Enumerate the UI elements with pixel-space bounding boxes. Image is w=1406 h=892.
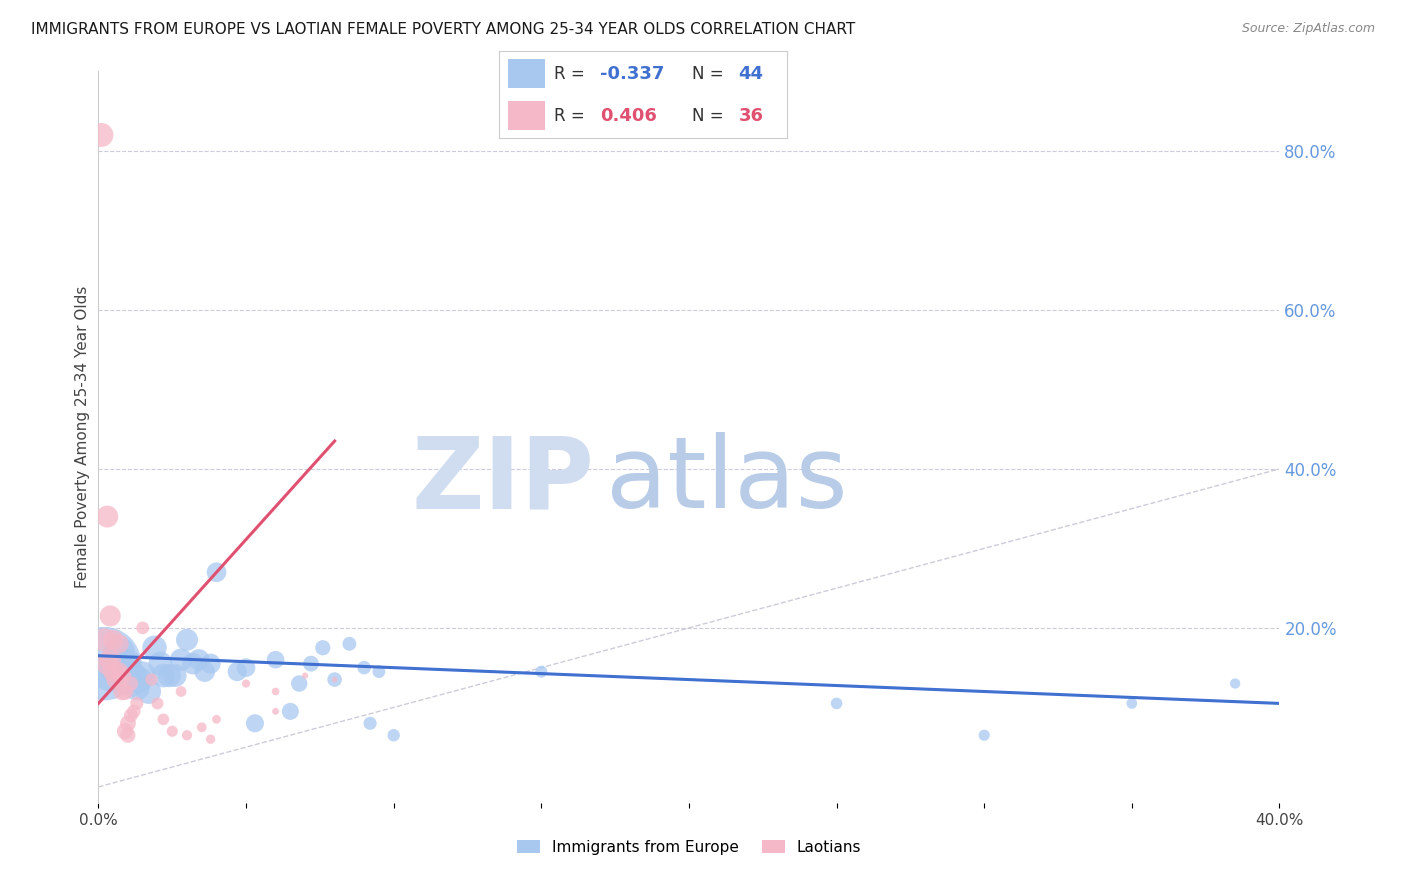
Point [339,637,361,651]
Bar [508,59,546,88]
Point [200,732,222,747]
Point [120,676,142,690]
Point [132,667,155,681]
Point [122,705,145,719]
Point [117,716,139,731]
Point [105,673,128,687]
Point [288,676,311,690]
Point [235,676,257,690]
Text: IMMIGRANTS FROM EUROPE VS LAOTIAN FEMALE POVERTY AMONG 25-34 YEAR OLDS CORRELATI: IMMIGRANTS FROM EUROPE VS LAOTIAN FEMALE… [31,22,855,37]
Point [117,657,139,671]
Point [141,673,163,687]
Point [264,684,287,698]
Point [128,673,150,687]
Point [108,665,131,679]
Point [132,621,155,635]
Point [359,716,381,731]
Point [226,665,249,679]
Point [181,657,204,671]
Point [323,673,346,687]
Point [111,673,134,687]
Text: N =: N = [692,106,730,125]
Point [108,637,131,651]
Text: 36: 36 [738,106,763,125]
Point [973,728,995,742]
Point [125,681,148,695]
Point [323,673,346,687]
Point [108,645,131,659]
Point [294,668,316,682]
Point [93,657,115,671]
Point [103,632,125,647]
Point [1121,697,1143,711]
Point [264,653,287,667]
Point [152,668,174,682]
Point [152,712,174,726]
Point [103,665,125,679]
Point [98,665,121,679]
Point [170,653,193,667]
Point [93,632,115,647]
Text: R =: R = [554,106,595,125]
Point [96,509,118,524]
Point [825,697,848,711]
Point [125,697,148,711]
Point [280,705,302,719]
Point [205,566,228,580]
Point [111,684,134,698]
Point [96,657,118,671]
Point [114,665,136,679]
Point [530,665,553,679]
Point [191,720,214,734]
Point [157,668,180,682]
Text: Source: ZipAtlas.com: Source: ZipAtlas.com [1241,22,1375,36]
Point [1225,676,1247,690]
Point [205,712,228,726]
Point [146,697,169,711]
Point [312,640,335,655]
Text: 44: 44 [738,64,763,83]
Legend: Immigrants from Europe, Laotians: Immigrants from Europe, Laotians [510,834,868,861]
Point [299,657,322,671]
Point [353,660,375,674]
Text: 0.406: 0.406 [600,106,657,125]
Text: N =: N = [692,64,730,83]
Point [194,665,217,679]
Point [176,632,198,647]
Point [114,724,136,739]
Point [235,660,257,674]
Point [162,724,183,739]
Point [122,668,145,682]
Point [187,653,209,667]
Point [105,660,128,674]
Point [120,708,142,723]
Bar [508,101,546,130]
Point [98,609,121,624]
Point [143,640,166,655]
Point [90,128,112,142]
Point [200,657,222,671]
Point [138,684,160,698]
Point [120,676,142,690]
Text: -0.337: -0.337 [600,64,665,83]
Text: ZIP: ZIP [412,433,595,530]
Point [114,684,136,698]
Point [170,684,193,698]
Point [165,668,187,682]
Point [176,728,198,742]
Point [149,657,172,671]
Y-axis label: Female Poverty Among 25-34 Year Olds: Female Poverty Among 25-34 Year Olds [75,286,90,588]
Point [111,668,134,682]
Text: R =: R = [554,64,591,83]
Point [368,665,391,679]
Point [243,716,266,731]
Point [117,728,139,742]
Point [98,653,121,667]
Point [382,728,405,742]
Text: atlas: atlas [606,433,848,530]
Point [264,705,287,719]
